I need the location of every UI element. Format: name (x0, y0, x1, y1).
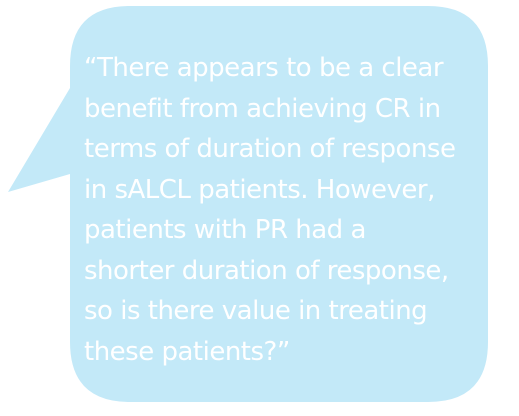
quote-line-3: terms of duration of response (84, 134, 456, 164)
quote-line-8: these patients?” (84, 336, 290, 367)
quote-line-6: shorter duration of response, (84, 255, 449, 286)
quote-line-5: patients with PR had a (84, 215, 366, 245)
quote-line-2: benefit from achieving CR in (84, 93, 441, 124)
quote-text: “There appears to be a clear benefit fro… (84, 48, 496, 372)
quote-line-4: in sALCL patients. However, (84, 174, 435, 205)
quote-line-7: so is there value in treating (84, 296, 428, 326)
speech-bubble-shape (8, 6, 488, 402)
quote-line-1: “There appears to be a clear (84, 53, 444, 83)
